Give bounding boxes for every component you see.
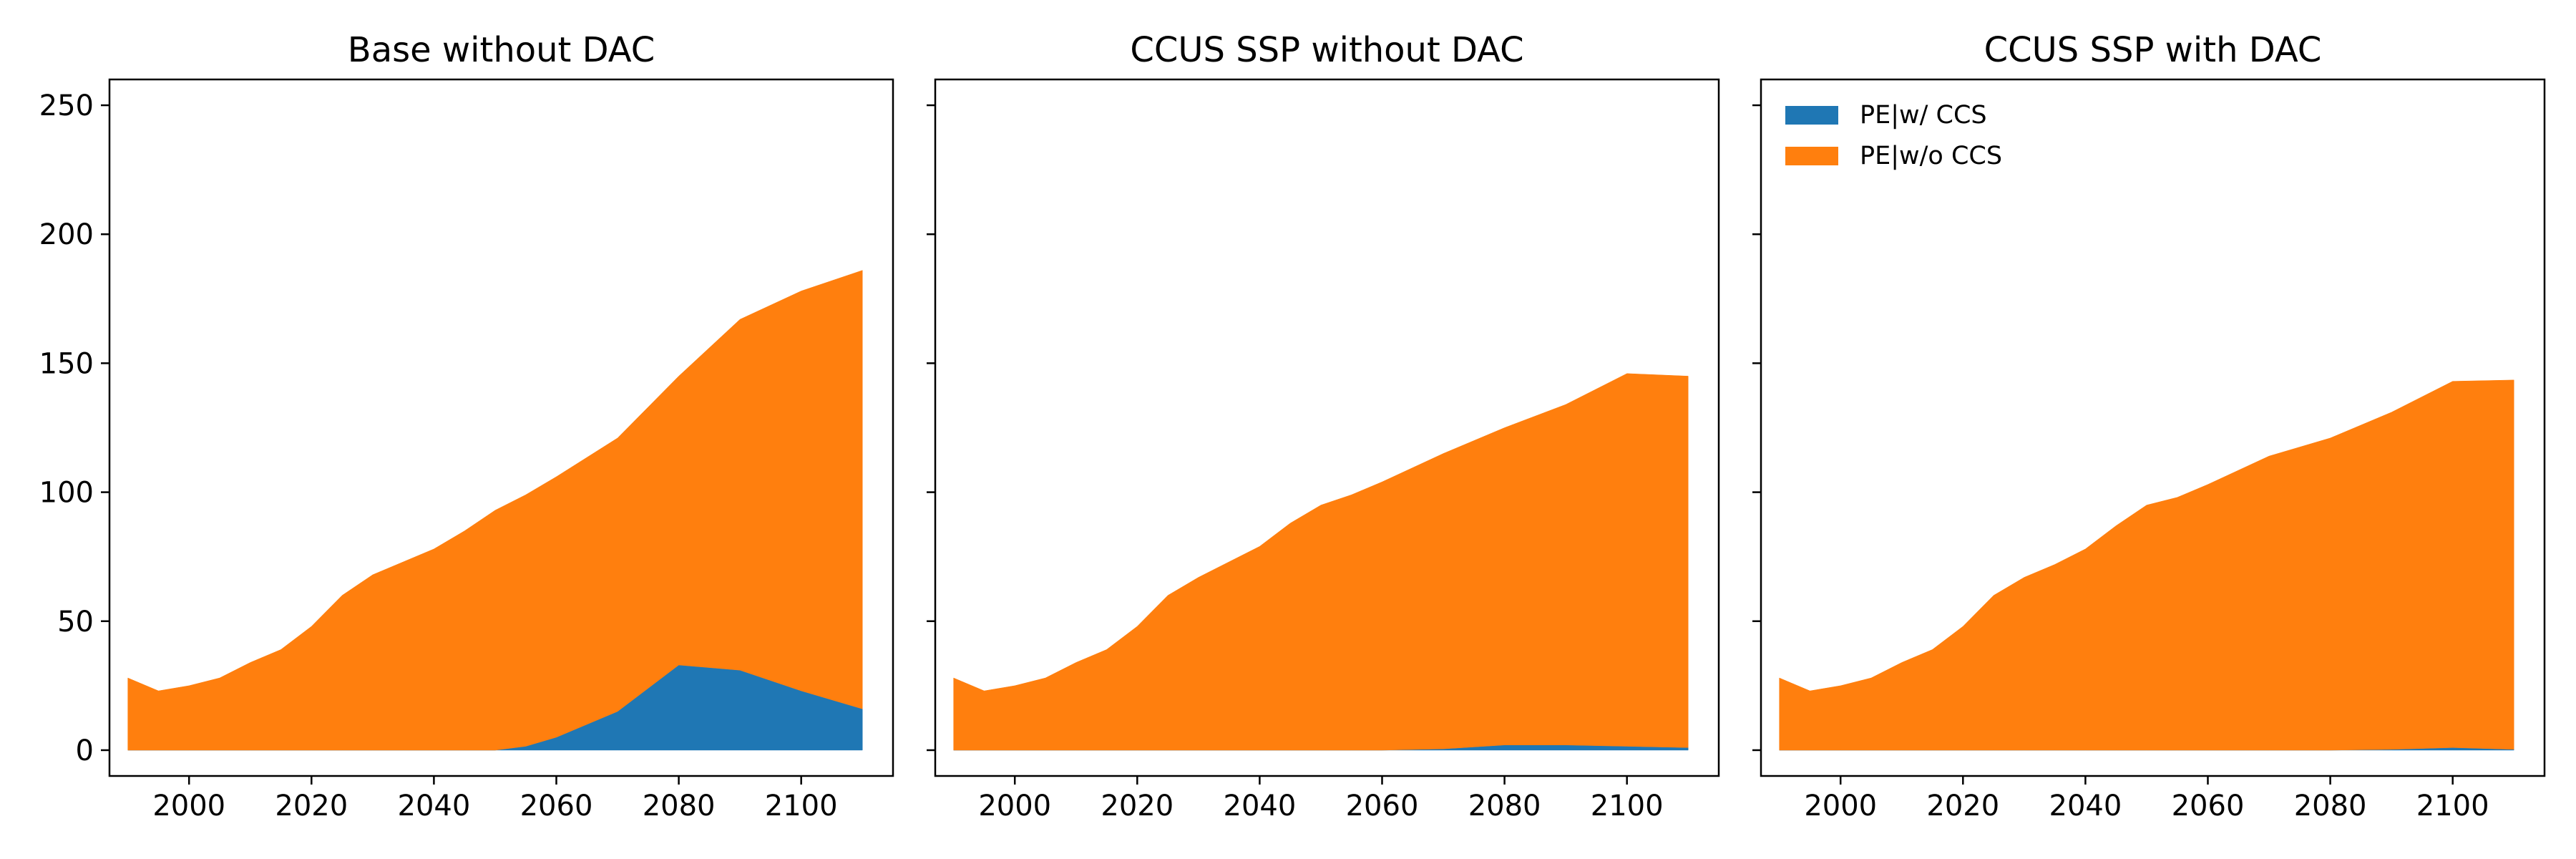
x-tick-label: 2080: [1468, 790, 1541, 822]
legend-label: PE|w/ CCS: [1860, 101, 1987, 130]
axes-frame: [934, 78, 1720, 777]
x-tick-label: 2080: [2294, 790, 2367, 822]
chart-title: CCUS SSP with DAC: [1984, 30, 2322, 70]
x-tick-label: 2060: [520, 790, 593, 822]
y-tick-label: 100: [39, 477, 94, 510]
legend: PE|w/ CCS PE|w/o CCS: [1785, 101, 2002, 170]
legend-label: PE|w/o CCS: [1860, 142, 2002, 170]
chart-panel-1: 2000 2020 2040 2060 2080 2100 0 50 100 150 200 250 B…: [39, 30, 894, 822]
axes-frame: [1760, 78, 2546, 777]
legend-swatch: [1785, 147, 1838, 165]
x-tick-label: 2100: [2416, 790, 2489, 822]
x-tick-label: 2000: [978, 790, 1051, 822]
y-tick-label: 200: [39, 218, 94, 251]
x-tick-label: 2060: [1346, 790, 1419, 822]
x-tick-label: 2000: [152, 790, 225, 822]
x-tick-label: 2040: [2049, 790, 2122, 822]
y-tick-label: 50: [57, 606, 94, 639]
chart-panel-2: 2000 2020 2040 2060 2080 2100 CCUS SSP without…: [927, 30, 1720, 822]
y-tick-label: 0: [76, 734, 94, 767]
y-tick-label: 250: [39, 89, 94, 122]
legend-swatch: [1785, 106, 1838, 125]
axes-frame: [108, 78, 894, 777]
x-tick-label: 2040: [1224, 790, 1297, 822]
x-tick-label: 2080: [643, 790, 716, 822]
x-tick-label: 2020: [1926, 790, 1999, 822]
x-tick-label: 2100: [1591, 790, 1664, 822]
area-series-pe-without-ccs: [953, 373, 1689, 751]
y-tick-label: 150: [39, 347, 94, 380]
area-series-pe-without-ccs: [1779, 379, 2514, 751]
x-tick-label: 2100: [765, 790, 838, 822]
chart-title: Base without DAC: [348, 30, 655, 70]
area-series-pe-without-ccs: [127, 270, 863, 751]
x-tick-label: 2060: [2172, 790, 2245, 822]
x-tick-label: 2020: [275, 790, 348, 822]
x-tick-label: 2020: [1101, 790, 1174, 822]
chart-title: CCUS SSP without DAC: [1130, 30, 1523, 70]
x-tick-label: 2040: [398, 790, 471, 822]
chart-panel-3: 2000 2020 2040 2060 2080 2100 CCUS SSP with DA…: [1752, 30, 2546, 822]
x-tick-label: 2000: [1804, 790, 1877, 822]
